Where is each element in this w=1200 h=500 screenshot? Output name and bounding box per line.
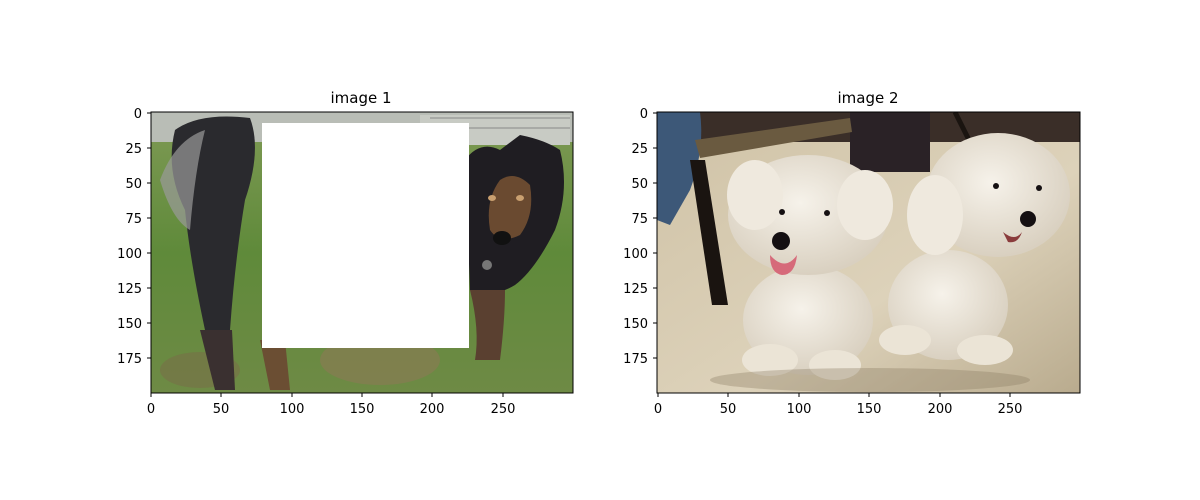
y-tick-label: 50 — [631, 177, 648, 192]
panel-image-1: image 1 — [117, 89, 573, 417]
x-tick-label: 100 — [787, 402, 812, 417]
x-tick-label: 250 — [998, 402, 1023, 417]
x-axis: 0 50 100 150 200 250 — [147, 393, 516, 417]
y-tick-label: 100 — [623, 247, 648, 262]
panel-image-2: image 2 — [623, 89, 1080, 417]
x-tick-label: 100 — [280, 402, 305, 417]
y-tick-label: 175 — [117, 352, 142, 367]
y-tick-label: 75 — [631, 212, 648, 227]
x-tick-label: 200 — [928, 402, 953, 417]
x-tick-label: 250 — [491, 402, 516, 417]
y-tick-label: 50 — [125, 177, 142, 192]
y-tick-label: 125 — [117, 282, 142, 297]
y-tick-label: 0 — [134, 107, 142, 122]
y-tick-label: 150 — [117, 317, 142, 332]
photo-image-1 — [151, 112, 573, 393]
y-tick-label: 125 — [623, 282, 648, 297]
x-axis: 0 50 100 150 200 250 — [654, 393, 1023, 417]
y-tick-label: 25 — [125, 142, 142, 157]
x-tick-label: 0 — [147, 402, 155, 417]
occlusion-mask — [262, 123, 469, 348]
y-tick-label: 75 — [125, 212, 142, 227]
x-tick-label: 150 — [350, 402, 375, 417]
y-tick-label: 25 — [631, 142, 648, 157]
x-tick-label: 50 — [213, 402, 230, 417]
x-tick-label: 200 — [420, 402, 445, 417]
y-tick-label: 100 — [117, 247, 142, 262]
panel-title: image 2 — [837, 89, 898, 107]
y-tick-label: 0 — [640, 107, 648, 122]
y-axis: 0 25 50 75 100 125 150 175 — [623, 107, 657, 367]
y-tick-label: 150 — [623, 317, 648, 332]
x-tick-label: 50 — [720, 402, 737, 417]
x-tick-label: 0 — [654, 402, 662, 417]
photo-image-2 — [657, 112, 1080, 393]
y-tick-label: 175 — [623, 352, 648, 367]
x-tick-label: 150 — [857, 402, 882, 417]
y-axis: 0 25 50 75 100 125 150 175 — [117, 107, 151, 367]
panel-title: image 1 — [330, 89, 391, 107]
